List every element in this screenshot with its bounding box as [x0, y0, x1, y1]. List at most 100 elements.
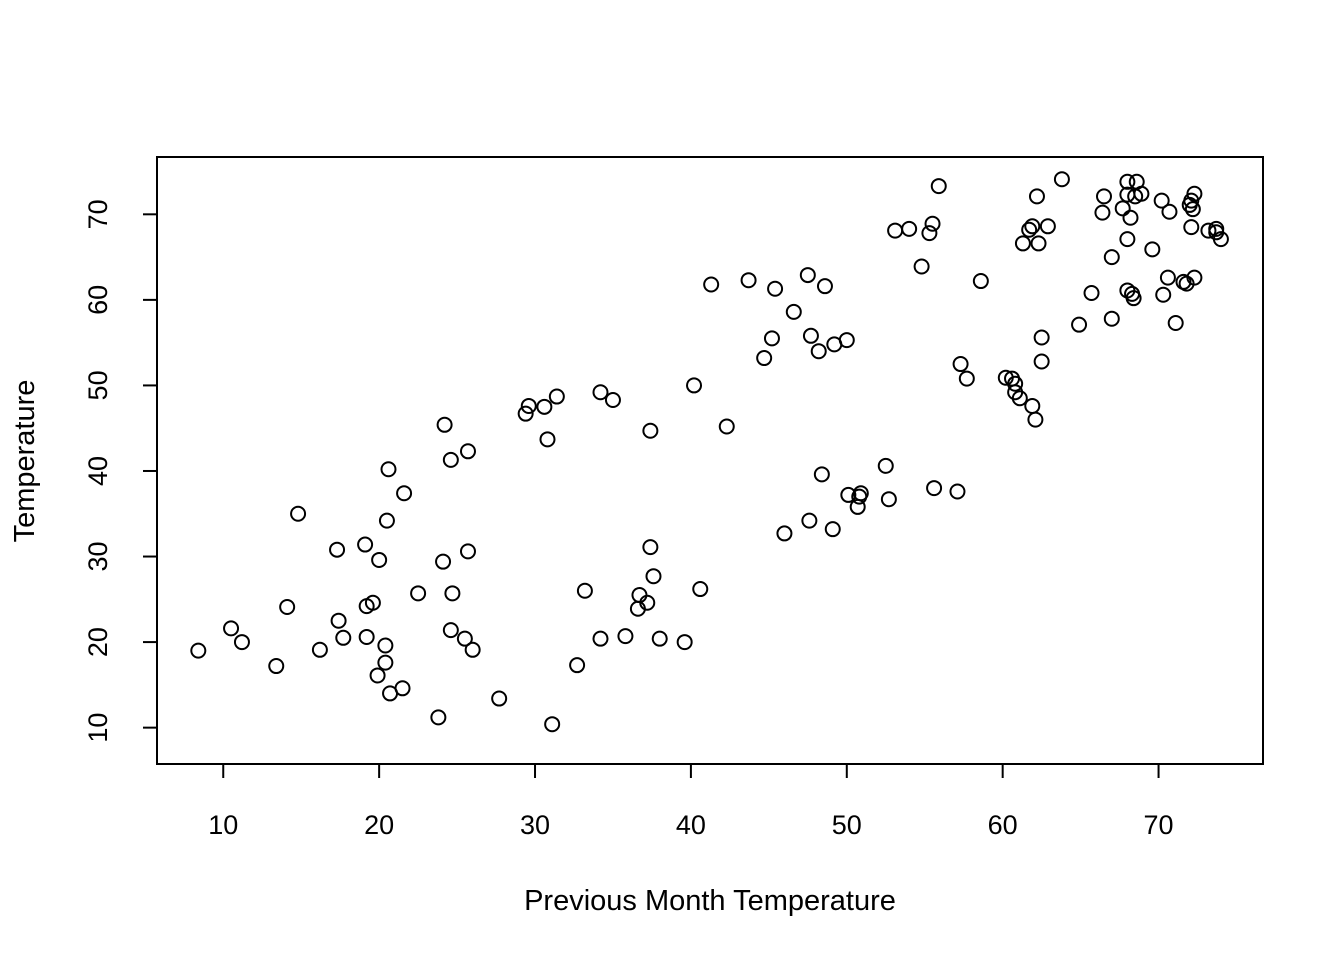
data-point: [1125, 290, 1142, 307]
data-point: [877, 457, 894, 474]
data-point: [642, 539, 659, 556]
data-point: [517, 405, 534, 422]
y-tick-label: 20: [83, 627, 113, 657]
data-point: [767, 280, 784, 297]
data-point: [1095, 188, 1112, 205]
data-point: [329, 541, 346, 558]
data-point: [290, 505, 307, 522]
data-point: [569, 657, 586, 674]
data-point: [442, 622, 459, 639]
data-point: [1011, 390, 1028, 407]
data-point: [369, 667, 386, 684]
data-point: [364, 594, 381, 611]
x-tick-label: 40: [676, 810, 706, 840]
data-point: [396, 485, 413, 502]
data-point: [692, 581, 709, 598]
data-point: [921, 225, 938, 242]
data-point: [394, 680, 411, 697]
data-point: [645, 568, 662, 585]
data-point: [1186, 185, 1203, 202]
data-point: [1119, 173, 1136, 190]
data-point: [223, 620, 240, 637]
x-tick-label: 10: [208, 810, 238, 840]
data-point: [972, 273, 989, 290]
data-point: [604, 391, 621, 408]
y-axis-title: Temperature: [9, 380, 41, 543]
data-point: [1167, 314, 1184, 331]
data-point: [1007, 375, 1024, 392]
data-point: [1094, 204, 1111, 221]
data-point: [1030, 235, 1047, 252]
data-point: [1114, 200, 1131, 217]
data-point: [1153, 192, 1170, 209]
y-tick-label: 10: [83, 713, 113, 743]
y-axis: 10 20 30 40 50 60 70: [83, 199, 158, 743]
y-tick-label: 50: [83, 370, 113, 400]
data-point: [1155, 286, 1172, 303]
data-point: [1103, 310, 1120, 327]
data-point: [1021, 221, 1038, 238]
data-point: [592, 630, 609, 647]
data-point: [335, 629, 352, 646]
data-point: [802, 327, 819, 344]
data-point: [1184, 201, 1201, 218]
data-point: [838, 332, 855, 349]
data-point: [459, 443, 476, 460]
data-point: [380, 461, 397, 478]
data-point: [442, 451, 459, 468]
data-point: [686, 377, 703, 394]
data-point: [785, 303, 802, 320]
data-point: [377, 637, 394, 654]
data-point: [1161, 203, 1178, 220]
data-point: [703, 276, 720, 293]
data-point: [1122, 209, 1139, 226]
data-point: [410, 585, 427, 602]
data-point: [576, 582, 593, 599]
data-point: [651, 630, 668, 647]
x-tick-label: 30: [520, 810, 550, 840]
data-point: [491, 690, 508, 707]
data-point: [913, 258, 930, 275]
data-point: [816, 278, 833, 295]
data-point: [926, 480, 943, 497]
data-point: [1028, 188, 1045, 205]
data-point: [378, 512, 395, 529]
x-axis-title: Previous Month Temperature: [524, 885, 896, 917]
data-point: [1144, 241, 1161, 258]
data-point: [233, 634, 250, 651]
data-point: [371, 551, 388, 568]
data-point: [592, 384, 609, 401]
data-point: [311, 641, 328, 658]
data-point: [456, 630, 473, 647]
data-points: [190, 171, 1229, 733]
data-point: [840, 486, 857, 503]
data-point: [190, 642, 207, 659]
data-point: [740, 272, 757, 289]
data-point: [539, 431, 556, 448]
data-point: [763, 330, 780, 347]
x-tick-label: 20: [364, 810, 394, 840]
data-point: [799, 267, 816, 284]
data-point: [824, 521, 841, 538]
data-point: [718, 418, 735, 435]
data-point: [776, 525, 793, 542]
data-point: [1133, 185, 1150, 202]
data-point: [1212, 231, 1229, 248]
data-point: [268, 658, 285, 675]
y-tick-label: 60: [83, 285, 113, 315]
data-point: [544, 716, 561, 733]
data-point: [430, 709, 447, 726]
data-point: [880, 491, 897, 508]
x-axis: 10 20 30 40 50 60 70: [208, 763, 1174, 840]
y-tick-label: 70: [83, 199, 113, 229]
data-point: [1014, 235, 1031, 252]
data-point: [1033, 329, 1050, 346]
data-point: [1183, 219, 1200, 236]
data-point: [756, 350, 773, 367]
x-tick-label: 60: [988, 810, 1018, 840]
data-point: [1159, 269, 1176, 286]
y-tick-label: 30: [83, 542, 113, 572]
data-point: [1119, 231, 1136, 248]
